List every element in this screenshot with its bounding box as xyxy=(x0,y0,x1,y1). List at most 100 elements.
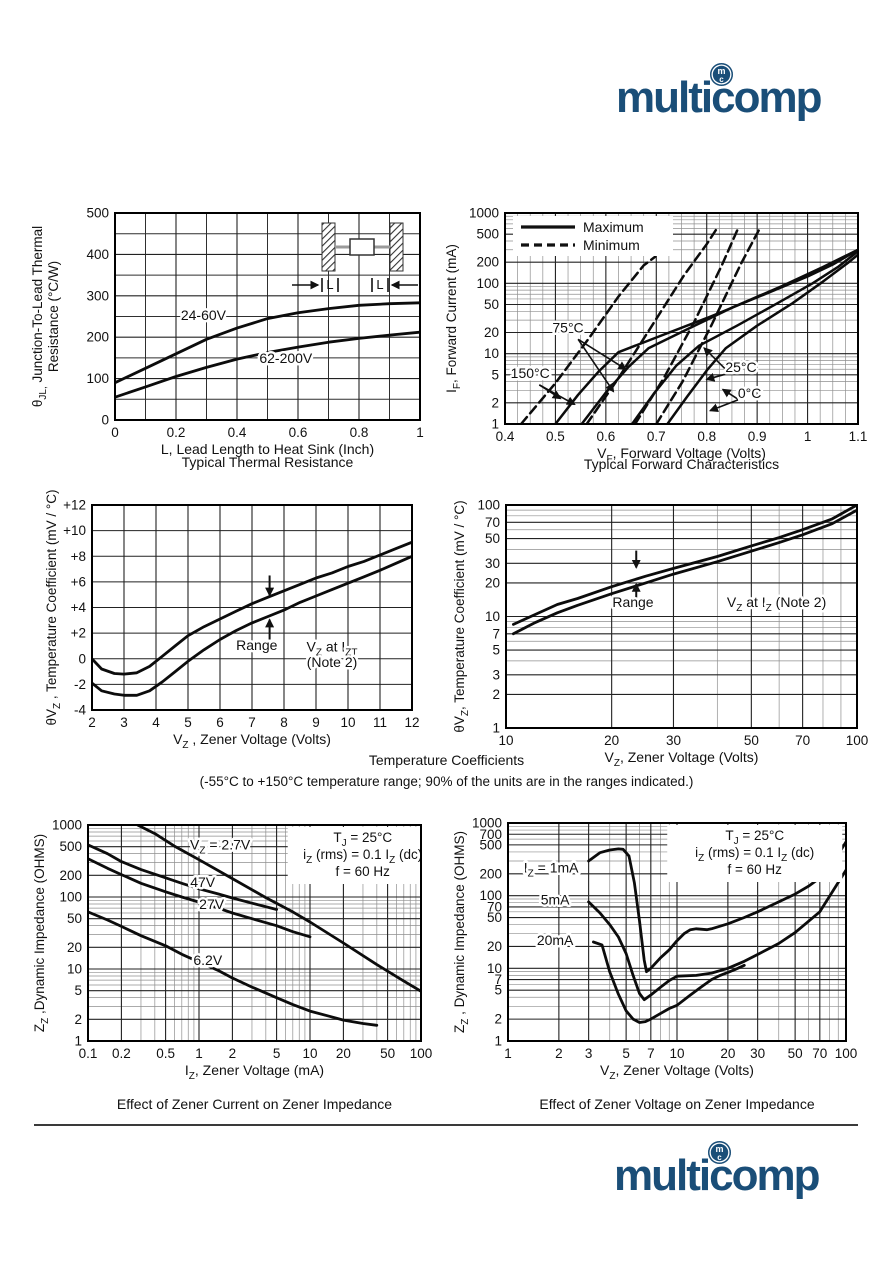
svg-text:Range: Range xyxy=(236,637,277,653)
svg-text:2: 2 xyxy=(88,715,96,730)
svg-text:1: 1 xyxy=(195,1046,203,1061)
svg-text:8: 8 xyxy=(280,715,288,730)
svg-text:1000: 1000 xyxy=(52,818,82,833)
svg-text:0.4: 0.4 xyxy=(228,425,247,440)
curve-range-lower xyxy=(92,554,412,697)
svg-text:VZ , Zener Voltage (Volts): VZ , Zener Voltage (Volts) xyxy=(173,731,331,751)
svg-text:L: L xyxy=(376,277,383,292)
curve-Iz-5mA xyxy=(587,868,846,1002)
svg-text:1: 1 xyxy=(504,1046,512,1061)
svg-text:400: 400 xyxy=(86,247,109,262)
svg-text:f = 60 Hz: f = 60 Hz xyxy=(336,864,391,879)
svg-text:12: 12 xyxy=(404,715,419,730)
chart-typical-thermal-resistance: L L 24-60V 62-200V 0 0.2 0.4 0.6 0.8 1 0 100 200 300 4… xyxy=(28,193,442,489)
series-group xyxy=(519,227,858,424)
svg-text:0.6: 0.6 xyxy=(596,429,615,444)
svg-text:0.2: 0.2 xyxy=(112,1046,131,1061)
svg-text:62-200V: 62-200V xyxy=(259,350,313,366)
svg-text:10: 10 xyxy=(498,733,513,748)
svg-text:0.2: 0.2 xyxy=(167,425,186,440)
chart-svg-temp-coeff-low: Range VZ at IZT(Note 2) 2 3 4 5 6 7 8 9 10 11 12 -4 -2… xyxy=(44,489,420,751)
chart-svg-impedance-vs-voltage: TJ = 25°CiZ (rms) = 0.1 IZ (dc)f = 60 Hz… xyxy=(452,816,857,1113)
svg-text:500: 500 xyxy=(59,839,82,854)
svg-text:1: 1 xyxy=(491,417,499,432)
svg-text:100: 100 xyxy=(477,498,500,513)
curve-Vz-47V xyxy=(88,843,278,911)
svg-text:20: 20 xyxy=(336,1046,351,1061)
svg-text:6.2V: 6.2V xyxy=(193,952,222,968)
svg-text:VF, Forward Voltage (Volts): VF, Forward Voltage (Volts) xyxy=(597,445,766,465)
svg-text:70: 70 xyxy=(487,899,502,914)
footer-divider xyxy=(34,1124,858,1126)
svg-text:2: 2 xyxy=(555,1046,563,1061)
curve-75C-maximum xyxy=(580,248,858,424)
grid xyxy=(505,504,858,729)
svg-text:0.7: 0.7 xyxy=(647,429,666,444)
svg-text:Effect of Zener Current on Zen: Effect of Zener Current on Zener Impedan… xyxy=(117,1096,392,1112)
svg-text:VZ, Zener Voltage (Volts): VZ, Zener Voltage (Volts) xyxy=(605,749,759,769)
svg-text:Range: Range xyxy=(612,594,653,610)
svg-text:100: 100 xyxy=(479,888,502,903)
svg-text:3: 3 xyxy=(120,715,128,730)
svg-text:70: 70 xyxy=(485,515,500,530)
svg-text:10: 10 xyxy=(487,961,502,976)
svg-text:0.6: 0.6 xyxy=(289,425,308,440)
svg-text:θVZ, Temperature Coefficient (: θVZ, Temperature Coefficient (mV / °C) xyxy=(452,500,471,732)
chart-temperature-coefficient-2-12v: Range VZ at IZT (Note 2) 2 3 4 5 6 7 8 9 10 11 12 -4 -2… xyxy=(40,486,460,766)
svg-text:Typical Thermal Resistance: Typical Thermal Resistance xyxy=(182,454,354,470)
temperature-coefficients-note: (-55°C to +150°C temperature range; 90% … xyxy=(199,774,694,789)
logo-mark-letter-c: c xyxy=(717,1152,722,1162)
svg-text:5: 5 xyxy=(622,1046,630,1061)
svg-text:iZ (rms) = 0.1 IZ (dc): iZ (rms) = 0.1 IZ (dc) xyxy=(303,847,422,866)
svg-text:1000: 1000 xyxy=(472,816,502,831)
svg-text:5: 5 xyxy=(273,1046,281,1061)
svg-text:10: 10 xyxy=(669,1046,684,1061)
svg-text:0.8: 0.8 xyxy=(350,425,369,440)
chart-typical-forward-characteristics: 75°C 150°C 25°C 0°C Maximum Minimum 0.4 0.5 0.6 0… xyxy=(438,193,888,489)
svg-text:30: 30 xyxy=(485,556,500,571)
svg-text:ZZ , Dynamic Impedance (OHMS): ZZ , Dynamic Impedance (OHMS) xyxy=(452,831,471,1033)
svg-text:20: 20 xyxy=(484,325,499,340)
svg-text:1: 1 xyxy=(494,1034,502,1049)
svg-text:7: 7 xyxy=(492,626,500,641)
curve-range-upper xyxy=(92,540,412,676)
svg-text:5: 5 xyxy=(491,367,499,382)
svg-text:300: 300 xyxy=(86,288,109,303)
svg-text:500: 500 xyxy=(479,837,502,852)
svg-text:TJ = 25°C: TJ = 25°C xyxy=(333,830,392,849)
svg-text:0°C: 0°C xyxy=(738,385,762,401)
svg-text:9: 9 xyxy=(312,715,320,730)
svg-text:7: 7 xyxy=(494,972,502,987)
svg-text:iZ (rms) = 0.1 IZ (dc): iZ (rms) = 0.1 IZ (dc) xyxy=(695,845,814,864)
svg-text:0.5: 0.5 xyxy=(156,1046,175,1061)
test-conditions-note xyxy=(667,825,843,882)
svg-text:+6: +6 xyxy=(71,574,86,589)
svg-text:2: 2 xyxy=(229,1046,237,1061)
chart-svg-impedance-vs-current: TJ = 25°CiZ (rms) = 0.1 IZ (dc)f = 60 Hz… xyxy=(32,818,438,1112)
svg-text:ZZ ,Dynamic Impedance (OHMS): ZZ ,Dynamic Impedance (OHMS) xyxy=(32,834,51,1032)
svg-text:VZ = 2.7V: VZ = 2.7V xyxy=(190,836,251,856)
series-group xyxy=(88,825,421,1027)
curve-range-upper xyxy=(512,505,857,626)
svg-text:100: 100 xyxy=(846,733,869,748)
svg-text:20mA: 20mA xyxy=(537,932,574,948)
svg-text:1: 1 xyxy=(74,1034,82,1049)
svg-text:10: 10 xyxy=(485,609,500,624)
logo-mark-letter-m: m xyxy=(717,65,726,76)
svg-text:+12: +12 xyxy=(63,498,86,513)
curve-150C-maximum xyxy=(554,248,858,424)
temperature-coefficients-caption-block: Temperature Coefficients (-55°C to +150°… xyxy=(0,752,893,789)
svg-text:0: 0 xyxy=(78,651,86,666)
svg-text:Minimum: Minimum xyxy=(583,237,640,253)
svg-text:0.8: 0.8 xyxy=(697,429,716,444)
curve-62-200V xyxy=(115,330,420,399)
svg-text:150°C: 150°C xyxy=(511,365,550,381)
svg-text:70: 70 xyxy=(795,733,810,748)
svg-text:TJ = 25°C: TJ = 25°C xyxy=(725,828,784,847)
